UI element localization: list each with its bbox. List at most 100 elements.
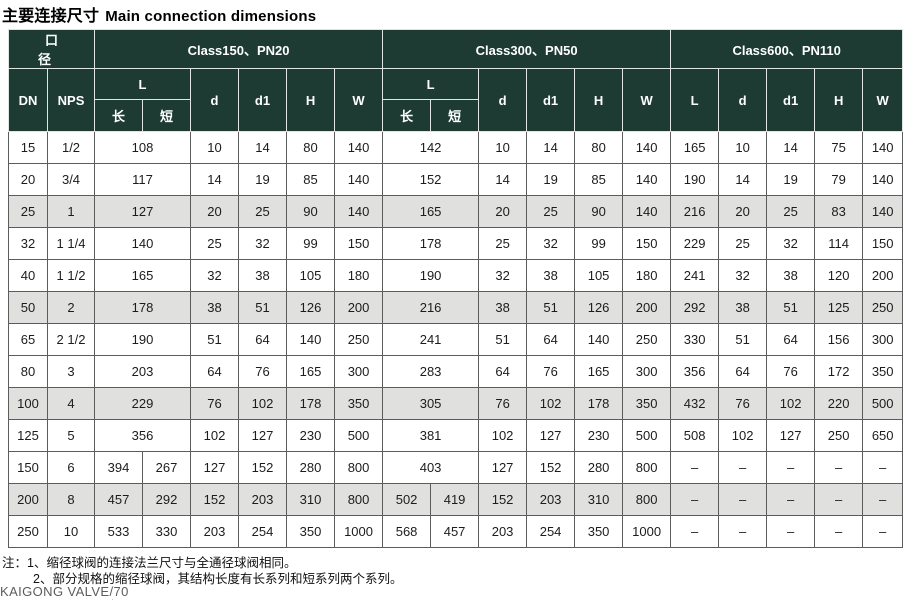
table-cell: 99 [574,227,624,260]
table-cell: 90 [286,195,336,228]
table-cell: 140 [574,323,624,356]
table-cell: 51 [238,291,288,324]
table-cell: 76 [190,387,240,420]
table-cell: 51 [718,323,768,356]
table-cell: 250 [814,419,864,452]
table-cell: 1 [46,195,96,228]
table-cell: 25 [718,227,768,260]
table-cell: – [814,483,864,516]
table-row: 32 1 1/4 140 25 32 99 150 178 25 32 99 150 229 25 32 11… [8,227,904,260]
table-cell: 267 [142,451,192,484]
table-cell: 203 [238,483,288,516]
table-cell: 127 [94,195,192,228]
col-header-long-c300: 长 [382,99,432,132]
table-cell: – [814,515,864,548]
table-cell: 800 [622,483,672,516]
table-cell: 150 [334,227,384,260]
col-header-h-c300: H [574,68,624,132]
table-cell: 300 [862,323,904,356]
table-cell: 3 [46,355,96,388]
table-body: 15 1/2 108 10 14 80 140 142 10 14 80 140 165 10 14 75 14… [8,131,904,548]
table-cell: 457 [430,515,480,548]
group-header-class600-pn110: Class600、PN110 [670,29,904,69]
table-cell: 350 [862,355,904,388]
table-cell: 99 [286,227,336,260]
table-cell: 300 [622,355,672,388]
table-cell: 172 [814,355,864,388]
table-row: 250 10 533 330 203 254 350 1000 568 457 203 254 350 1… [8,515,904,548]
table-cell: 280 [286,451,336,484]
table-cell: 80 [286,131,336,164]
table-cell: 50 [8,291,48,324]
table-cell: 140 [622,163,672,196]
table-cell: 254 [238,515,288,548]
table-cell: 38 [190,291,240,324]
table-cell: 190 [382,259,480,292]
table-notes: 注：1、缩径球阀的连接法兰尺寸与全通径球阀相同。 2、部分规格的缩径球阀，其结构… [2,555,908,587]
table-cell: 127 [766,419,816,452]
table-cell: 403 [382,451,480,484]
table-cell: 140 [862,163,904,196]
table-cell: 6 [46,451,96,484]
table-cell: 32 [526,227,576,260]
table-cell: 140 [862,195,904,228]
table-cell: 20 [8,163,48,196]
table-cell: 394 [94,451,144,484]
table-cell: 500 [334,419,384,452]
table-cell: 650 [862,419,904,452]
table-cell: 32 [8,227,48,260]
table-cell: 51 [190,323,240,356]
table-cell: 1/2 [46,131,96,164]
table-cell: 14 [526,131,576,164]
col-header-l-c300: L [382,68,480,100]
table-cell: 102 [190,419,240,452]
table-cell: 203 [526,483,576,516]
table-cell: 500 [862,387,904,420]
table-cell: 14 [478,163,528,196]
table-cell: 85 [574,163,624,196]
col-header-dn: DN [8,68,48,132]
group-header-class300-pn50: Class300、PN50 [382,29,672,69]
table-cell: 51 [766,291,816,324]
table-cell: 220 [814,387,864,420]
table-row: 150 6 394 267 127 152 280 800 403 127 152 280 800– – –… [8,451,904,484]
table-cell: 568 [382,515,432,548]
table-cell: 800 [334,451,384,484]
table-cell: 200 [862,259,904,292]
table-cell: 241 [670,259,720,292]
table-cell: 20 [478,195,528,228]
table-cell: 178 [286,387,336,420]
table-cell: 156 [814,323,864,356]
col-header-d1-c600: d1 [766,68,816,132]
table-cell: 178 [94,291,192,324]
table-cell: 64 [718,355,768,388]
table-cell: 432 [670,387,720,420]
table-cell: 14 [718,163,768,196]
table-row: 200 8 457 292 152 203 310 800 502 419 152 203 310 800… [8,483,904,516]
table-cell: – [766,451,816,484]
table-cell: 800 [334,483,384,516]
table-cell: 533 [94,515,144,548]
page-title: 主要连接尺寸 Main connection dimensions [0,0,908,29]
table-cell: 125 [8,419,48,452]
table-cell: 10 [718,131,768,164]
table-cell: 200 [622,291,672,324]
table-cell: – [766,483,816,516]
table-cell: 25 [478,227,528,260]
table-cell: 76 [766,355,816,388]
table-cell: 381 [382,419,480,452]
table-cell: 10 [46,515,96,548]
table-cell: 300 [334,355,384,388]
table-cell: 350 [286,515,336,548]
table-cell: 5 [46,419,96,452]
table-cell: – [862,483,904,516]
table-cell: 190 [670,163,720,196]
table-cell: 250 [622,323,672,356]
table-cell: 142 [382,131,480,164]
table-cell: 38 [766,259,816,292]
table-cell: 8 [46,483,96,516]
table-cell: 102 [718,419,768,452]
table-cell: 502 [382,483,432,516]
table-cell: 20 [190,195,240,228]
table-cell: 38 [478,291,528,324]
